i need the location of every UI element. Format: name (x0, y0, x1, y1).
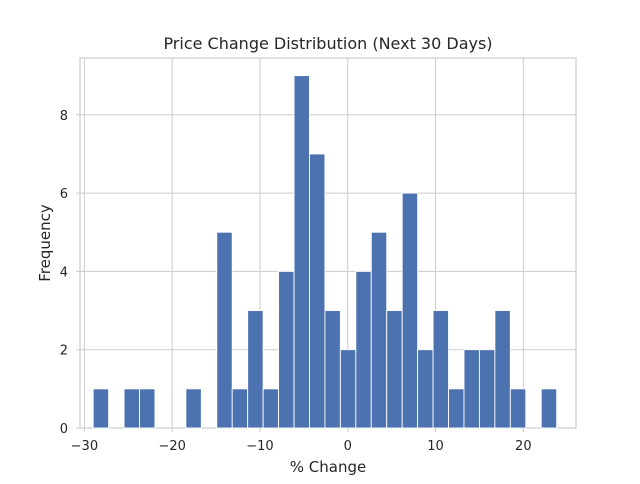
x-axis-label: % Change (290, 458, 366, 476)
histogram-bar (417, 349, 434, 429)
histogram-bars (92, 75, 558, 429)
x-tick-label: 0 (344, 439, 352, 454)
y-axis-label: Frequency (36, 204, 54, 282)
histogram-bar (309, 153, 326, 429)
y-tick-label: 0 (60, 422, 68, 437)
histogram-bar (540, 388, 558, 429)
histogram-bar (494, 310, 511, 429)
histogram-bar (339, 349, 357, 429)
histogram-bar (509, 388, 527, 429)
histogram-bar (139, 388, 156, 429)
histogram-bar (386, 310, 403, 429)
chart-title: Price Change Distribution (Next 30 Days) (163, 34, 492, 53)
x-tick-label: 10 (427, 439, 444, 454)
y-tick-label: 6 (60, 187, 68, 202)
histogram-bar (262, 388, 280, 429)
histogram-bar (185, 388, 202, 429)
y-tick-label: 2 (60, 344, 68, 359)
histogram-bar (293, 75, 310, 429)
histogram-bar (401, 192, 419, 429)
y-tick-label: 4 (60, 265, 68, 280)
histogram-bar (463, 349, 480, 429)
histogram-bar (324, 310, 341, 429)
histogram-bar (92, 388, 110, 429)
x-tick-label: 20 (515, 439, 532, 454)
histogram-bar (247, 310, 264, 429)
y-tick-label: 8 (60, 109, 68, 124)
histogram-bar (370, 231, 388, 429)
x-tick-label: −20 (158, 439, 185, 454)
histogram-bar (216, 231, 233, 429)
histogram-bar (231, 388, 249, 429)
histogram-bar (432, 310, 449, 429)
histogram-bar (478, 349, 496, 429)
x-tick-label: −10 (246, 439, 273, 454)
y-axis-ticks: 0 2 4 6 8 (60, 109, 80, 437)
x-tick-label: −30 (71, 439, 98, 454)
x-axis-ticks: −30 −20 −10 0 10 20 (71, 428, 532, 454)
histogram-bar (278, 270, 295, 429)
histogram-bar (123, 388, 140, 429)
histogram-bar (448, 388, 465, 429)
histogram-bar (355, 270, 372, 429)
